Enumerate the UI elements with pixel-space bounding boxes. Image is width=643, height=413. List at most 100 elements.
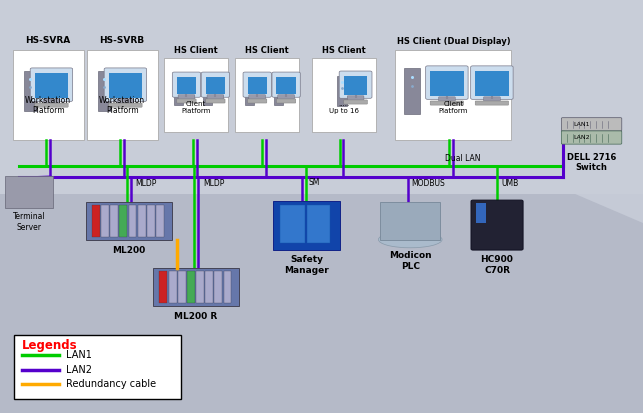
Text: HS Client: HS Client	[174, 45, 218, 55]
FancyBboxPatch shape	[5, 176, 53, 208]
FancyBboxPatch shape	[272, 72, 300, 97]
FancyBboxPatch shape	[273, 200, 340, 249]
Text: Redundancy cable: Redundancy cable	[66, 379, 156, 389]
FancyBboxPatch shape	[104, 68, 147, 101]
Text: DELL 2716
Switch: DELL 2716 Switch	[567, 153, 616, 172]
FancyBboxPatch shape	[347, 96, 364, 100]
FancyBboxPatch shape	[178, 95, 195, 99]
Text: HS Client (Dual Display): HS Client (Dual Display)	[397, 37, 510, 46]
FancyBboxPatch shape	[120, 205, 127, 237]
FancyBboxPatch shape	[98, 71, 111, 111]
FancyBboxPatch shape	[215, 271, 222, 303]
Bar	[0, 0, 643, 194]
FancyBboxPatch shape	[92, 205, 100, 237]
FancyBboxPatch shape	[280, 205, 305, 242]
Bar	[0, 0, 643, 21]
FancyBboxPatch shape	[177, 271, 186, 303]
Text: UMB: UMB	[502, 179, 519, 188]
FancyBboxPatch shape	[404, 68, 420, 114]
FancyBboxPatch shape	[35, 73, 68, 98]
FancyBboxPatch shape	[471, 200, 523, 250]
Bar	[14, 335, 181, 399]
Text: HS Client: HS Client	[322, 45, 366, 55]
FancyBboxPatch shape	[174, 77, 183, 104]
FancyBboxPatch shape	[475, 101, 509, 105]
Text: ML200 R: ML200 R	[174, 312, 218, 321]
FancyBboxPatch shape	[561, 118, 622, 131]
Polygon shape	[0, 182, 643, 413]
FancyBboxPatch shape	[206, 99, 225, 103]
Text: Safety
Manager: Safety Manager	[284, 255, 329, 275]
FancyBboxPatch shape	[177, 99, 196, 103]
Text: Workstation
Platform: Workstation Platform	[25, 96, 71, 115]
Text: HC900
C70R: HC900 C70R	[480, 255, 514, 275]
FancyBboxPatch shape	[207, 95, 224, 99]
FancyBboxPatch shape	[203, 77, 212, 104]
FancyBboxPatch shape	[201, 72, 230, 97]
Text: ML200: ML200	[112, 246, 145, 255]
Text: Client
Platform: Client Platform	[181, 101, 211, 114]
FancyBboxPatch shape	[248, 77, 267, 94]
Ellipse shape	[378, 231, 442, 248]
FancyBboxPatch shape	[248, 99, 267, 103]
FancyBboxPatch shape	[430, 101, 464, 105]
FancyBboxPatch shape	[138, 205, 146, 237]
FancyBboxPatch shape	[205, 271, 213, 303]
FancyBboxPatch shape	[101, 205, 109, 237]
Text: Workstation
Platform: Workstation Platform	[99, 96, 145, 115]
FancyBboxPatch shape	[249, 95, 266, 99]
FancyBboxPatch shape	[168, 271, 176, 303]
FancyBboxPatch shape	[224, 271, 231, 303]
FancyBboxPatch shape	[278, 95, 294, 99]
FancyBboxPatch shape	[87, 50, 158, 140]
FancyBboxPatch shape	[177, 77, 196, 94]
FancyBboxPatch shape	[344, 76, 368, 95]
Text: MLDP: MLDP	[135, 179, 156, 188]
Text: .....
Up to 16: ..... Up to 16	[329, 101, 359, 114]
FancyBboxPatch shape	[307, 205, 330, 242]
FancyBboxPatch shape	[159, 271, 167, 303]
Text: Client
Platform: Client Platform	[439, 101, 468, 114]
FancyBboxPatch shape	[561, 131, 622, 144]
FancyBboxPatch shape	[147, 205, 155, 237]
Text: LAN1: LAN1	[574, 122, 590, 127]
FancyBboxPatch shape	[475, 71, 509, 96]
FancyBboxPatch shape	[24, 71, 37, 111]
FancyBboxPatch shape	[430, 71, 464, 96]
Text: Terminal
Server: Terminal Server	[13, 212, 45, 232]
FancyBboxPatch shape	[196, 271, 204, 303]
FancyBboxPatch shape	[245, 77, 254, 104]
Text: MLDP: MLDP	[203, 179, 224, 188]
FancyBboxPatch shape	[30, 68, 73, 101]
Text: Legends: Legends	[22, 339, 78, 352]
FancyBboxPatch shape	[187, 271, 195, 303]
FancyBboxPatch shape	[426, 66, 468, 99]
Text: Modicon
PLC: Modicon PLC	[389, 251, 431, 271]
FancyBboxPatch shape	[340, 71, 372, 98]
Text: HS Client: HS Client	[245, 45, 289, 55]
Text: LAN2: LAN2	[574, 135, 590, 140]
Text: LAN1: LAN1	[66, 350, 91, 360]
FancyBboxPatch shape	[243, 72, 271, 97]
FancyBboxPatch shape	[111, 205, 118, 237]
Text: HS-SVRA: HS-SVRA	[26, 36, 71, 45]
FancyBboxPatch shape	[380, 202, 440, 240]
Text: MODBUS: MODBUS	[412, 179, 445, 188]
FancyBboxPatch shape	[312, 58, 376, 132]
FancyBboxPatch shape	[235, 58, 299, 132]
FancyBboxPatch shape	[35, 103, 68, 107]
FancyBboxPatch shape	[117, 99, 134, 103]
FancyBboxPatch shape	[156, 205, 164, 237]
Text: Dual LAN: Dual LAN	[445, 154, 481, 163]
FancyBboxPatch shape	[164, 58, 228, 132]
FancyBboxPatch shape	[395, 50, 511, 140]
FancyBboxPatch shape	[86, 202, 172, 240]
FancyBboxPatch shape	[276, 77, 296, 94]
FancyBboxPatch shape	[109, 103, 142, 107]
FancyBboxPatch shape	[43, 99, 60, 103]
Text: HS-SVRB: HS-SVRB	[100, 36, 145, 45]
FancyBboxPatch shape	[276, 99, 296, 103]
FancyBboxPatch shape	[109, 73, 142, 98]
FancyBboxPatch shape	[476, 203, 486, 223]
FancyBboxPatch shape	[337, 76, 347, 106]
